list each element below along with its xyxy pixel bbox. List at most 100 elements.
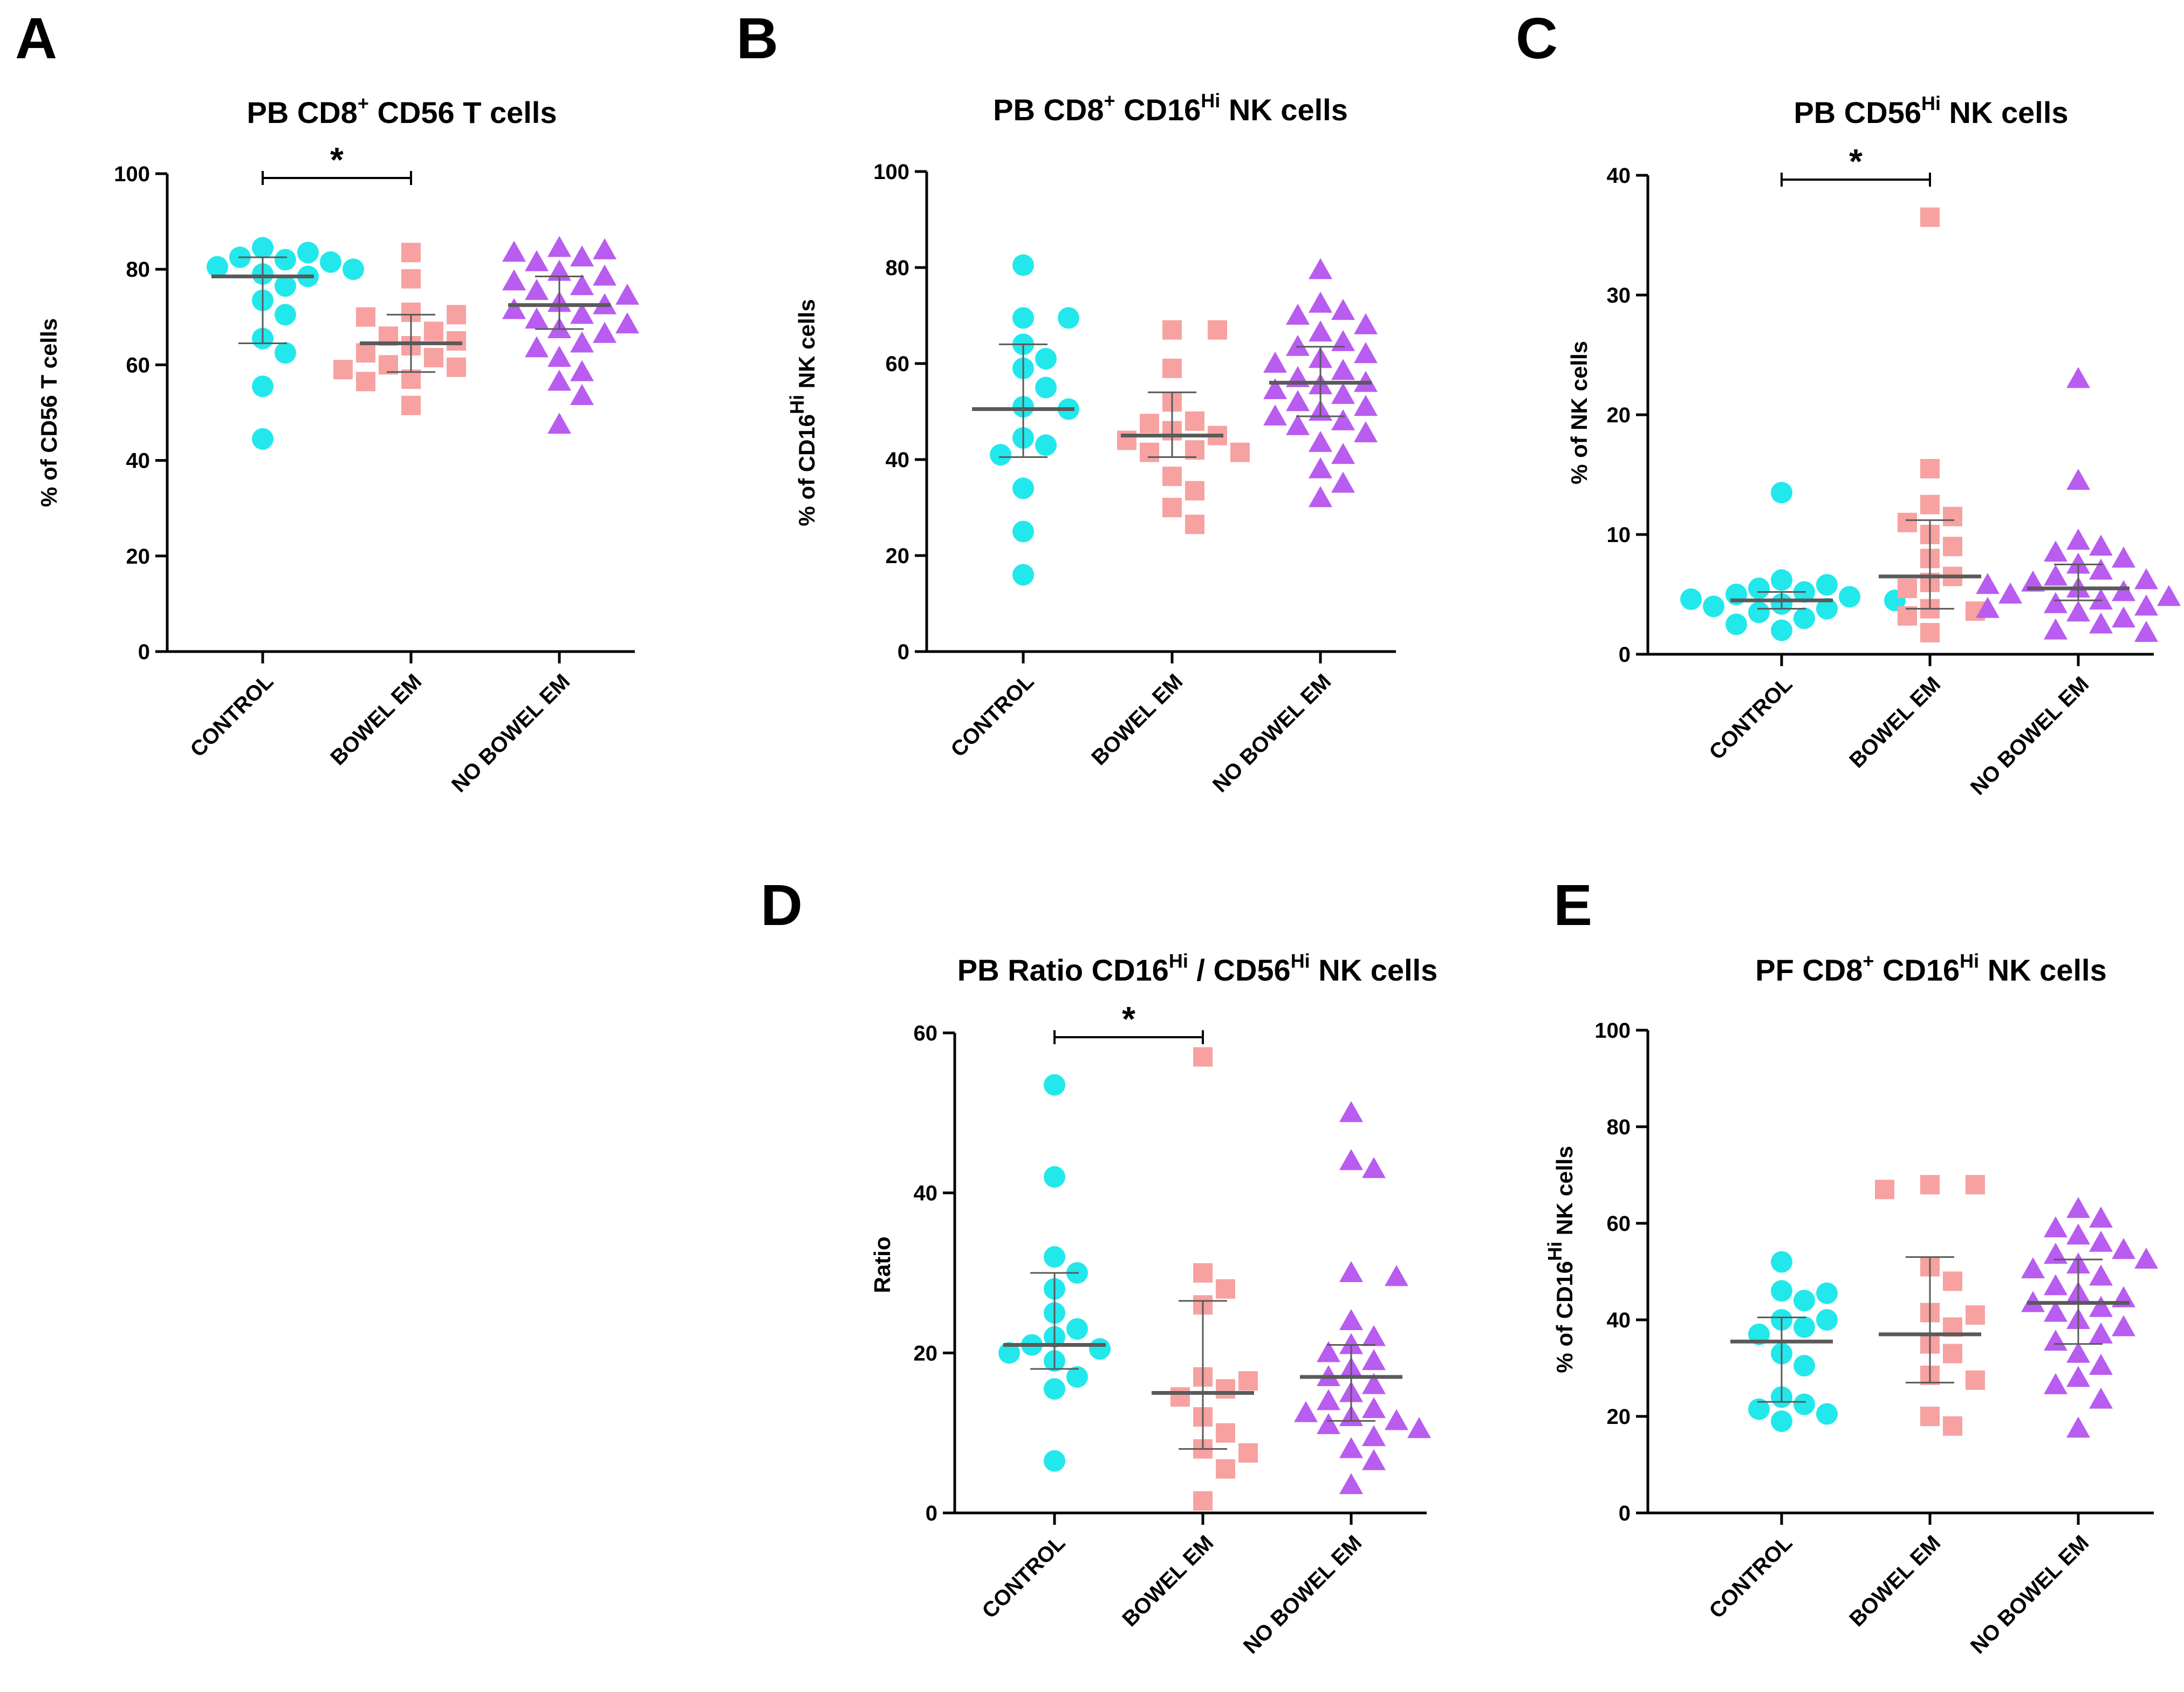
data-point-bowel-em: [1966, 1370, 1985, 1390]
data-point-bowel-em: [1943, 506, 1962, 526]
data-point-bowel-em: [1898, 578, 1917, 598]
data-point-no-bowel-em: [2112, 606, 2135, 628]
data-point-no-bowel-em: [1317, 1413, 1340, 1434]
data-point-no-bowel-em: [2134, 1248, 2158, 1269]
y-tick-label: 20: [886, 544, 910, 568]
data-point-control: [1012, 520, 1034, 543]
data-point-no-bowel-em: [1362, 1449, 1386, 1470]
data-point-control: [1748, 577, 1770, 599]
data-point-no-bowel-em: [2044, 1330, 2067, 1351]
data-point-bowel-em: [1966, 1305, 1985, 1325]
data-point-no-bowel-em: [2066, 469, 2090, 490]
y-axis-label: Ratio: [870, 1237, 895, 1293]
data-point-no-bowel-em: [547, 369, 571, 391]
data-point-no-bowel-em: [1286, 304, 1310, 325]
data-point-no-bowel-em: [1339, 1149, 1363, 1170]
y-tick-label: 80: [886, 256, 910, 280]
data-point-control: [1044, 1378, 1065, 1400]
data-point-no-bowel-em: [1362, 1349, 1386, 1371]
data-point-control: [1012, 564, 1034, 586]
data-point-no-bowel-em: [570, 245, 594, 267]
data-point-no-bowel-em: [1331, 330, 1355, 351]
data-point-no-bowel-em: [2112, 546, 2135, 568]
data-point-control: [1816, 1309, 1838, 1331]
data-point-bowel-em: [1193, 1263, 1213, 1283]
data-point-bowel-em: [333, 360, 353, 380]
data-point-no-bowel-em: [1286, 390, 1310, 412]
data-point-bowel-em: [1898, 512, 1917, 532]
data-point-control: [1058, 307, 1079, 329]
y-tick-label: 30: [1607, 284, 1631, 307]
data-point-no-bowel-em: [1317, 1389, 1340, 1410]
data-point-no-bowel-em: [1286, 414, 1310, 435]
data-point-bowel-em: [1238, 1371, 1258, 1391]
data-point-no-bowel-em: [1286, 334, 1310, 356]
data-point-no-bowel-em: [1354, 395, 1378, 416]
data-point-control: [252, 237, 273, 259]
data-point-bowel-em: [1193, 1491, 1213, 1511]
data-point-no-bowel-em: [1309, 430, 1332, 452]
data-point-bowel-em: [1966, 1175, 1985, 1195]
data-point-control: [252, 428, 273, 450]
data-point-no-bowel-em: [2089, 1230, 2113, 1252]
data-point-no-bowel-em: [2044, 1274, 2067, 1296]
panel-letter: D: [761, 872, 803, 937]
data-point-no-bowel-em: [2044, 564, 2067, 586]
data-point-control: [1012, 477, 1034, 499]
y-axis-label: % of CD56 T cells: [36, 318, 61, 507]
data-point-no-bowel-em: [2089, 1354, 2113, 1375]
y-tick-label: 100: [114, 162, 150, 186]
data-point-no-bowel-em: [2112, 1315, 2135, 1337]
data-point-no-bowel-em: [1354, 313, 1378, 334]
data-point-no-bowel-em: [1263, 404, 1287, 426]
y-tick-label: 20: [1607, 403, 1631, 427]
significance-star: *: [1122, 999, 1135, 1038]
data-point-no-bowel-em: [1317, 1341, 1340, 1362]
y-tick-label: 0: [1619, 643, 1631, 667]
data-point-no-bowel-em: [1309, 320, 1332, 342]
data-point-bowel-em: [424, 348, 443, 368]
data-point-control: [275, 342, 296, 364]
data-point-bowel-em: [1140, 442, 1159, 462]
data-point-no-bowel-em: [2066, 529, 2090, 550]
data-point-no-bowel-em: [547, 236, 571, 257]
data-point-control: [1012, 254, 1034, 276]
chart-title: PB Ratio CD16Hi / CD56Hi NK cells: [957, 950, 1438, 987]
data-point-bowel-em: [1920, 458, 1940, 478]
y-tick-label: 60: [126, 353, 150, 377]
data-point-no-bowel-em: [1309, 457, 1332, 478]
data-point-control: [1035, 434, 1057, 456]
data-point-control: [1771, 482, 1792, 504]
data-point-control: [1793, 1355, 1815, 1377]
data-point-no-bowel-em: [1339, 1261, 1363, 1282]
data-point-control: [1066, 1366, 1088, 1388]
data-point-no-bowel-em: [1331, 382, 1355, 404]
data-point-bowel-em: [1943, 1416, 1962, 1436]
data-point-bowel-em: [1230, 442, 1250, 462]
data-point-no-bowel-em: [1263, 352, 1287, 373]
data-point-bowel-em: [401, 395, 421, 415]
data-point-no-bowel-em: [502, 241, 526, 262]
data-point-control: [1035, 348, 1057, 370]
data-point-no-bowel-em: [2066, 1223, 2090, 1245]
panel-letter: A: [15, 5, 57, 71]
data-point-no-bowel-em: [1362, 1397, 1386, 1419]
data-point-no-bowel-em: [1331, 299, 1355, 320]
data-point-control: [1839, 586, 1860, 608]
data-point-no-bowel-em: [1407, 1417, 1431, 1438]
data-point-control: [275, 275, 296, 297]
data-point-bowel-em: [1875, 1180, 1894, 1200]
data-point-no-bowel-em: [1976, 597, 2000, 618]
data-point-no-bowel-em: [2089, 588, 2113, 610]
data-point-bowel-em: [1216, 1423, 1235, 1443]
y-tick-label: 20: [126, 545, 150, 568]
data-point-bowel-em: [1943, 1344, 1962, 1364]
data-point-no-bowel-em: [2089, 535, 2113, 556]
data-point-bowel-em: [1193, 1047, 1213, 1067]
data-point-no-bowel-em: [2112, 1238, 2135, 1259]
data-point-no-bowel-em: [593, 238, 617, 259]
data-point-control: [275, 304, 296, 326]
data-point-bowel-em: [1185, 481, 1204, 501]
data-point-control: [1793, 607, 1815, 629]
data-point-control: [1726, 613, 1747, 635]
